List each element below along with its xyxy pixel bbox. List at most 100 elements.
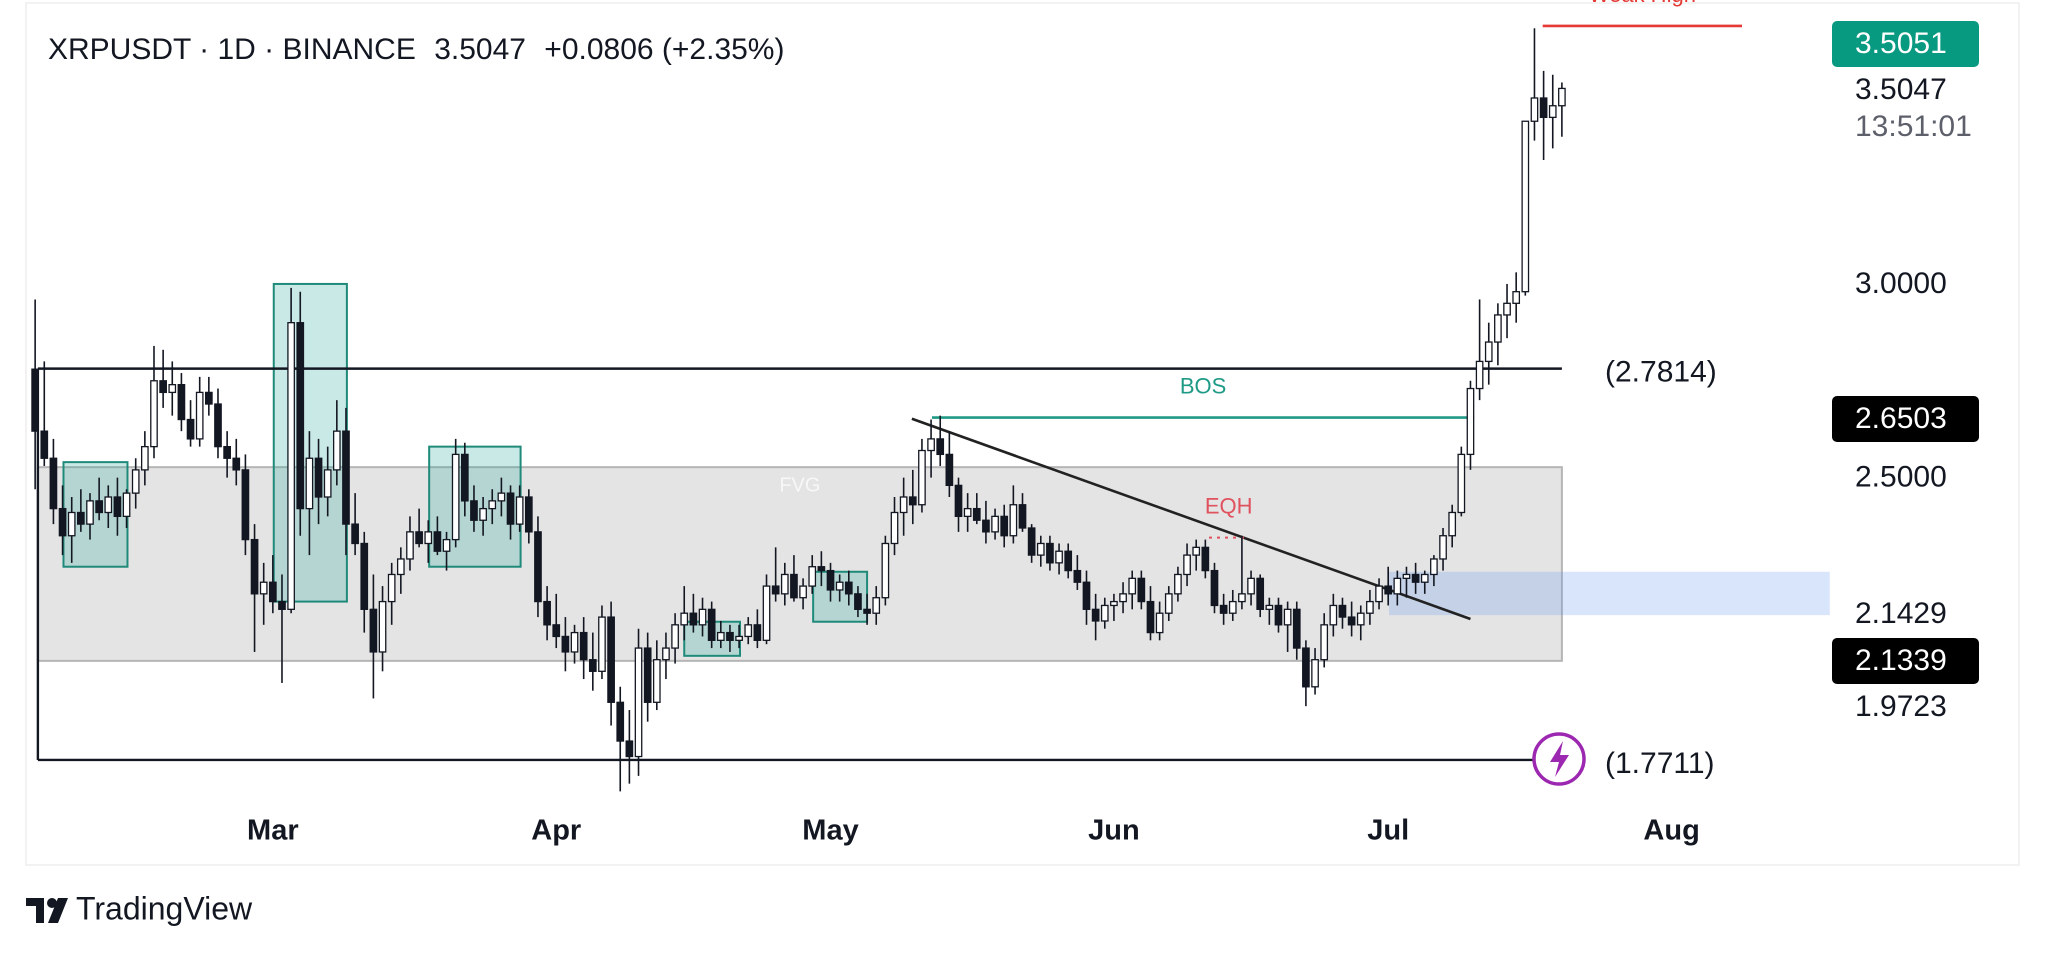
candle-body [817,566,826,572]
price-tag-label: 3.5051 [1855,27,1947,60]
price-tag [1832,21,1979,67]
candle-body [1402,573,1411,579]
candle-body [250,538,259,595]
candle-body [899,496,908,514]
candle-body [122,492,131,518]
candle-body [890,511,899,545]
candle-body [140,445,149,471]
candle-body [1411,573,1420,583]
candle-body [342,430,350,525]
candle-body [1027,527,1036,556]
candle-body [1548,105,1557,119]
candle-body [1265,604,1274,610]
level-label: (1.7711) [1605,747,1715,780]
candle-body [131,469,140,494]
candle-body [1302,647,1310,688]
candle-body [204,391,213,405]
candle-body [716,631,725,641]
candle-body [1228,600,1237,614]
candle-body [515,496,524,525]
candle-body [1055,550,1063,564]
candle-body [1366,600,1374,614]
candle-body [1539,97,1548,119]
candle-body [1503,302,1511,316]
candle-body [1155,612,1164,634]
candle-body [643,647,652,703]
header: XRPUSDT · 1D · BINANCE 3.5047 +0.0806 (+… [48,33,784,66]
candle-body [835,581,844,591]
alert-icon [1532,732,1586,786]
last-price: 3.5047 [434,33,526,66]
candle-body [936,438,945,456]
candle-body [1046,542,1054,564]
candle-body [671,624,679,649]
candle-body [1164,593,1173,614]
candle-body [726,631,734,641]
candle-body [1329,604,1338,626]
candle-body [369,608,378,653]
candle-body [406,531,414,560]
candle-body [625,740,634,758]
candle-body [1347,616,1356,626]
candle-body [168,384,177,394]
candle-body [67,511,76,537]
brand-logo [26,898,68,923]
candle-body [1439,535,1447,560]
candle-body [442,538,451,552]
candle-body [863,608,871,614]
candle-body [1475,360,1484,390]
candle-body [1201,546,1210,572]
candle-body [945,453,954,487]
candle-body [86,500,94,525]
symbol: XRPUSDT · 1D · BINANCE [48,33,416,66]
candle-body [31,368,39,432]
candle-body [908,496,917,506]
price-change: +0.0806 (+2.35%) [544,33,784,66]
candle-body [1219,604,1228,614]
candle-body [1384,585,1393,595]
candle-body [479,507,487,521]
candle-body [1521,120,1530,293]
candle-body [296,322,305,510]
candle-body [881,542,890,599]
candle-body [1375,585,1383,603]
candle-body [588,659,597,672]
chart-frame [25,2,2020,866]
candle-body [1128,577,1137,595]
candle-body [268,581,277,603]
candle-body [972,507,981,521]
candle-body [790,573,798,599]
x-tick-label: Aug [1643,815,1699,847]
candle-body [332,430,341,471]
candle-body [808,566,817,587]
candle-body [186,418,195,440]
candle-body [744,624,753,638]
candle-body [232,457,241,471]
candle-body [1356,612,1365,626]
candle-body [689,612,698,626]
candle-body [1484,341,1493,363]
candle-body [1238,593,1246,603]
candle-body [1292,608,1301,649]
candle-body [259,581,268,595]
x-tick-label: May [802,815,858,847]
candle-body [570,631,579,653]
candle-body [159,380,167,394]
candle-body [1494,314,1502,343]
candle-body [524,496,533,533]
candle-body [991,515,999,533]
candle-body [1512,291,1521,304]
candle-body [735,635,743,641]
candle-body [1146,600,1155,634]
candle-body [1009,504,1018,537]
price-tag [1832,396,1979,442]
candle-body [1430,558,1438,576]
candle-body [1210,569,1219,607]
candle-body [1558,87,1566,107]
candle-body [799,585,807,599]
price-tag-label: 3.5047 [1855,73,1947,106]
candle-body [1393,577,1402,595]
candle-body [360,542,369,610]
candle-body [287,322,295,610]
